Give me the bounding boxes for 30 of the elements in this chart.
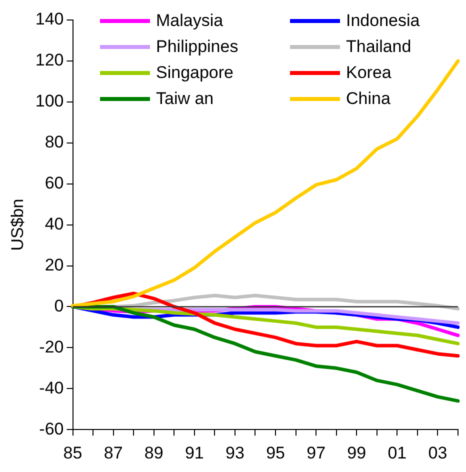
legend-label: Malaysia	[156, 10, 224, 30]
y-tick-label: -60	[39, 419, 64, 438]
y-tick-label: -40	[39, 378, 64, 398]
x-tick-label: 03	[428, 443, 448, 462]
legend-label: Taiw an	[156, 88, 214, 108]
y-tick-label: -20	[39, 337, 64, 356]
x-tick-label: 87	[104, 443, 123, 462]
x-tick-label: 97	[306, 443, 326, 462]
x-tick-label: 95	[266, 443, 285, 462]
y-tick-label: 80	[44, 132, 64, 152]
legend-label: China	[346, 88, 390, 108]
x-tick-label: 91	[184, 443, 204, 462]
x-tick-label: 89	[144, 443, 164, 462]
y-tick-label: 0	[54, 296, 64, 316]
legend-label: Korea	[346, 62, 392, 82]
x-tick-label: 99	[347, 443, 366, 462]
y-tick-label: 120	[35, 50, 64, 70]
legend-label: Philippines	[156, 36, 238, 56]
y-tick-label: 40	[44, 214, 64, 234]
y-tick-label: 140	[35, 10, 64, 29]
x-tick-label: 01	[388, 443, 407, 462]
legend-label: Indonesia	[346, 10, 420, 30]
y-tick-label: 100	[35, 92, 64, 111]
y-tick-label: 20	[44, 255, 64, 274]
x-tick-label: 93	[226, 443, 244, 462]
y-axis-title: US$bn	[8, 198, 27, 251]
x-tick-label: 85	[63, 443, 82, 462]
y-tick-label: 60	[44, 174, 64, 193]
legend-label: Singapore	[156, 62, 234, 82]
legend-label: Thailand	[346, 36, 412, 56]
